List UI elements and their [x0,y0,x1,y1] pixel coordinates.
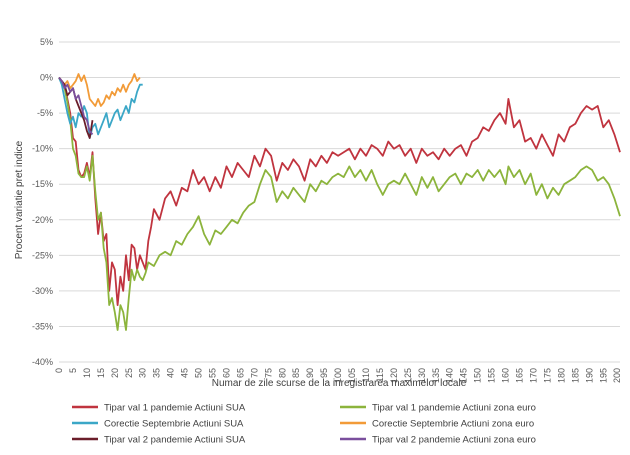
y-axis-title: Procent variatie pret indice [14,140,25,259]
x-tick-label: 170 [528,368,538,383]
y-tick-label: -30% [32,286,53,296]
x-tick-label: 195 [598,368,608,383]
y-axis-ticks: 5% 0% -5% -10% -15% -20% -25% -30% -35% -40% [32,37,53,367]
x-tick-label: 185 [570,368,580,383]
x-tick-label: 60 [221,368,231,378]
legend-label: Tipar val 1 pandemie Actiuni SUA [104,403,246,414]
y-tick-label: -25% [32,250,53,260]
x-tick-label: 165 [515,368,525,383]
legend-label: Corectie Septembrie Actiuni zona euro [372,419,534,430]
legend-label: Tipar val 2 pandemie Actiuni zona euro [372,435,536,446]
x-tick-label: 15 [96,368,106,378]
y-tick-label: -35% [32,321,53,331]
legend-label: Tipar val 2 pandemie Actiuni SUA [104,435,246,446]
x-tick-label: 90 [305,368,315,378]
x-tick-label: 110 [361,368,371,382]
x-tick-label: 130 [417,368,427,383]
x-tick-label: 150 [473,368,483,383]
y-tick-label: -10% [32,144,53,154]
x-tick-label: 100 [333,368,343,383]
x-tick-label: 80 [277,368,287,378]
x-tick-label: 115 [375,368,385,382]
y-tick-label: -5% [37,108,53,118]
x-axis-title: Numar de zile scurse de la inregistrarea… [212,378,467,389]
x-tick-label: 0 [54,368,64,373]
y-tick-label: -40% [32,357,53,367]
y-tick-label: -15% [32,179,53,189]
x-tick-label: 55 [208,368,218,378]
x-tick-label: 40 [166,368,176,378]
legend-label: Tipar val 1 pandemie Actiuni zona euro [372,403,536,414]
x-axis-ticks: 0 5 10 15 20 25 30 35 40 45 50 55 60 65 70 75 80 85 90 95 10… [54,368,622,383]
x-tick-label: 35 [152,368,162,378]
y-tick-label: -20% [32,215,53,225]
legend-label: Corectie Septembrie Actiuni SUA [104,419,244,430]
x-tick-label: 75 [263,368,273,378]
x-tick-label: 200 [612,368,622,383]
x-tick-label: 155 [487,368,497,383]
series-line-2 [58,77,621,331]
x-tick-label: 105 [347,368,357,383]
x-tick-label: 5 [68,368,78,373]
x-tick-label: 125 [403,368,413,383]
x-tick-label: 120 [389,368,399,383]
x-tick-label: 20 [110,368,120,378]
gridlines [59,41,620,363]
x-tick-label: 65 [235,368,245,378]
series-line-4 [58,73,141,107]
x-tick-label: 85 [291,368,301,378]
series-line-1 [58,77,621,306]
legend: Tipar val 1 pandemie Actiuni SUA Tipar va… [72,403,536,446]
series-line-3 [58,77,143,139]
x-tick-label: 180 [556,368,566,383]
series-lines [58,73,621,331]
y-tick-label: 0% [40,73,53,83]
x-tick-label: 10 [82,368,92,378]
x-tick-label: 190 [584,368,594,383]
series-line-6 [58,77,94,135]
x-tick-label: 70 [249,368,259,378]
x-tick-label: 140 [445,368,455,383]
x-tick-label: 50 [194,368,204,378]
x-tick-label: 45 [180,368,190,378]
x-tick-label: 175 [542,368,552,383]
x-tick-label: 160 [501,368,511,383]
y-tick-label: 5% [40,37,53,47]
x-tick-label: 145 [459,368,469,383]
x-tick-label: 30 [138,368,148,378]
x-tick-label: 95 [319,368,329,378]
x-tick-label: 135 [431,368,441,383]
x-tick-label: 25 [124,368,134,378]
